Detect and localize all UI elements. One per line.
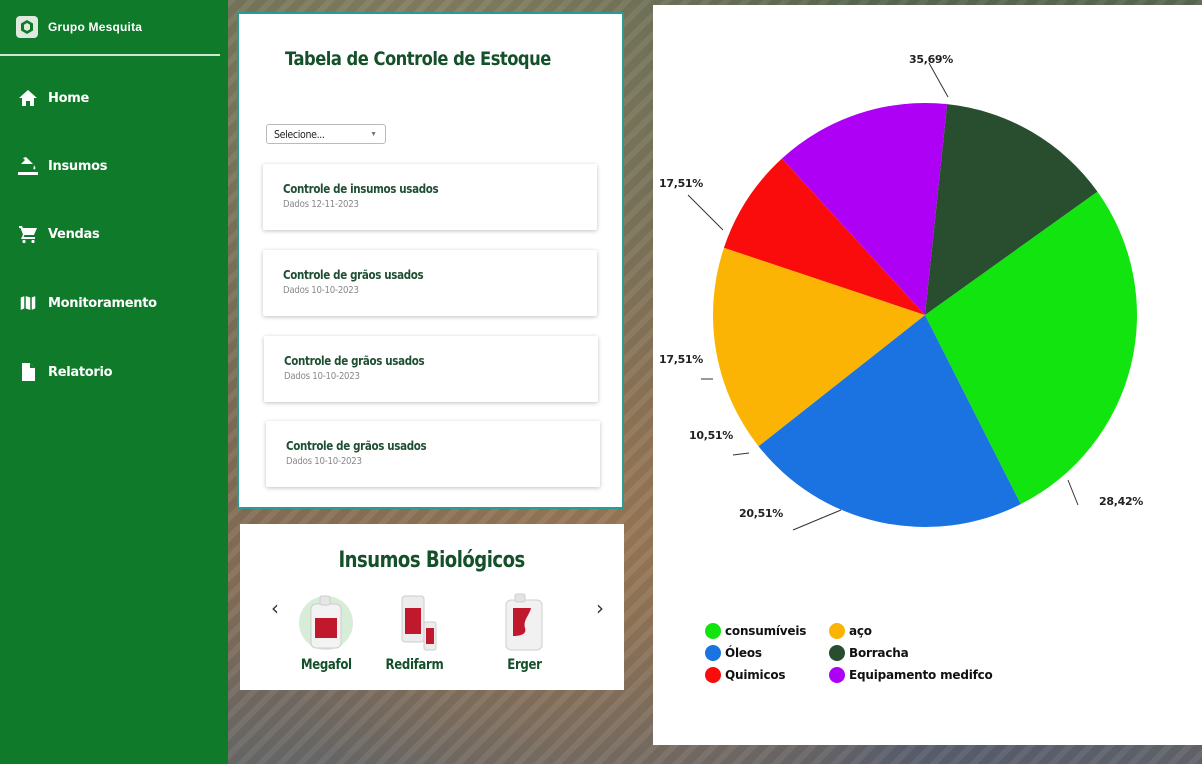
pie-label-leader <box>928 62 949 98</box>
pie-label-leader <box>1067 479 1079 506</box>
pie-slice-label: 17,51% <box>659 177 703 190</box>
home-icon <box>18 88 38 108</box>
legend-item[interactable]: consumíveis <box>705 623 806 639</box>
sidebar-item-label: Monitoramento <box>48 295 157 311</box>
product-megafol[interactable]: Megafol <box>281 592 371 673</box>
sidebar-item-home[interactable]: Home <box>18 85 89 111</box>
brand-name: Grupo Mesquita <box>48 20 143 34</box>
legend-label: Óleos <box>725 646 762 660</box>
pie-label-leader <box>732 452 750 456</box>
report-title: Controle de insumos usados <box>283 182 439 196</box>
legend-item[interactable]: Borracha <box>829 645 909 661</box>
pie-chart-panel: 35,69% 28,42% 20,51% 10,51% 17,51% 17,51% con… <box>653 5 1202 745</box>
report-date: Dados 12-11-2023 <box>283 199 359 210</box>
sidebar-item-label: Vendas <box>48 226 100 242</box>
filter-select[interactable]: Selecione... ▼ <box>266 124 386 144</box>
pie-slice-label: 28,42% <box>1099 495 1143 508</box>
pie-slice-label: 20,51% <box>739 507 783 520</box>
legend-item[interactable]: Equipamento medifco <box>829 667 993 683</box>
pie-slice-óleos[interactable] <box>758 315 1021 527</box>
pie-slice-equipamento-medifco[interactable] <box>781 103 948 315</box>
sidebar-item-vendas[interactable]: Vendas <box>18 221 100 247</box>
product-image <box>281 592 371 654</box>
product-image <box>369 592 459 654</box>
report-card[interactable]: Controle de grãos usados Dados 10-10-202… <box>264 336 598 402</box>
carousel-next-button[interactable]: › <box>596 596 604 620</box>
cart-icon <box>18 224 38 244</box>
legend-label: Equipamento medifco <box>849 668 993 682</box>
product-redifarm[interactable]: Redifarm <box>369 592 459 673</box>
sidebar-item-insumos[interactable]: Insumos <box>18 153 108 179</box>
carousel-prev-button[interactable]: ‹ <box>271 596 279 620</box>
pie-slice-label: 35,69% <box>909 53 953 66</box>
legend-item[interactable]: Quimicos <box>705 667 786 683</box>
product-name: Redifarm <box>385 657 443 673</box>
pie-chart: 35,69% 28,42% 20,51% 10,51% 17,51% 17,51% <box>659 53 1144 531</box>
pie-slice-quimicos[interactable] <box>723 158 925 315</box>
legend-swatch <box>829 623 845 639</box>
pie-slice-label: 10,51% <box>689 429 733 442</box>
product-image <box>479 592 569 654</box>
sidebar-item-monitoramento[interactable]: Monitoramento <box>18 290 157 316</box>
product-name: Megafol <box>300 657 352 673</box>
legend-swatch <box>705 623 721 639</box>
legend-item[interactable]: Óleos <box>705 645 762 661</box>
report-date: Dados 10-10-2023 <box>286 456 362 467</box>
report-date: Dados 10-10-2023 <box>284 371 360 382</box>
legend-item[interactable]: aço <box>829 623 872 639</box>
pie-slice-aço[interactable] <box>713 247 925 447</box>
product-name: Erger <box>506 657 542 673</box>
report-card[interactable]: Controle de grãos usados Dados 10-10-202… <box>266 421 600 487</box>
sidebar: Grupo Mesquita Home Insumos Vendas Monit… <box>0 0 228 764</box>
legend-swatch <box>705 645 721 661</box>
pie-label-leader <box>687 194 724 231</box>
pie-label-leader <box>792 509 842 531</box>
report-card[interactable]: Controle de insumos usados Dados 12-11-2… <box>263 164 597 230</box>
chevron-down-icon: ▼ <box>370 131 377 138</box>
pie-slice-consumíveis[interactable] <box>925 191 1137 505</box>
legend-label: aço <box>849 624 872 638</box>
sidebar-item-label: Relatorio <box>48 364 113 380</box>
report-title: Controle de grãos usados <box>284 354 425 368</box>
report-title: Controle de grãos usados <box>286 439 427 453</box>
stock-control-panel: Tabela de Controle de Estoque Selecione.… <box>237 12 624 509</box>
map-icon <box>18 293 38 313</box>
legend-label: consumíveis <box>725 624 807 638</box>
sidebar-item-relatorio[interactable]: Relatorio <box>18 359 113 385</box>
filter-select-value: Selecione... <box>274 127 325 141</box>
pie-slice-label: 17,51% <box>659 353 703 366</box>
brand-logo-icon <box>16 16 38 38</box>
report-title: Controle de grãos usados <box>283 268 424 282</box>
legend-swatch <box>705 667 721 683</box>
bio-inputs-title: Insumos Biológicos <box>338 548 526 573</box>
sidebar-item-label: Insumos <box>48 158 108 174</box>
report-date: Dados 10-10-2023 <box>283 285 359 296</box>
bio-inputs-carousel: Insumos Biológicos ‹ › Megafol Redifarm <box>240 524 624 690</box>
brand[interactable]: Grupo Mesquita <box>0 0 220 56</box>
pie-slice-borracha[interactable] <box>925 104 1098 315</box>
legend-swatch <box>829 645 845 661</box>
file-icon <box>18 362 38 382</box>
product-erger[interactable]: Erger <box>479 592 569 673</box>
sidebar-item-label: Home <box>48 90 89 106</box>
legend-swatch <box>829 667 845 683</box>
paint-bucket-icon <box>18 156 38 176</box>
legend-label: Borracha <box>849 646 909 660</box>
stock-control-title: Tabela de Controle de Estoque <box>285 48 551 70</box>
legend-label: Quimicos <box>725 668 786 682</box>
report-card[interactable]: Controle de grãos usados Dados 10-10-202… <box>263 250 597 316</box>
